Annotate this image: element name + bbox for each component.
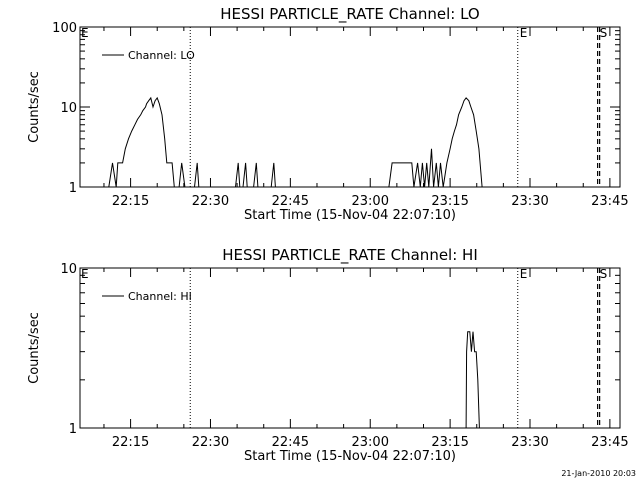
y-axis-label: Counts/sec <box>27 312 42 384</box>
y-axis-label: Counts/sec <box>27 71 42 143</box>
x-tick-label: 23:15 <box>431 194 468 209</box>
series-line <box>465 331 480 429</box>
x-tick-label: 22:15 <box>112 435 149 450</box>
x-tick-label: 23:30 <box>511 194 548 209</box>
event-label: S <box>600 267 608 281</box>
event-label: E <box>520 267 528 281</box>
x-tick-label: 23:45 <box>591 194 628 209</box>
x-tick-label: 22:45 <box>272 435 309 450</box>
x-tick-label: 23:30 <box>511 435 548 450</box>
x-tick-label: 22:30 <box>192 435 229 450</box>
event-label: E <box>520 26 528 40</box>
x-tick-label: 23:15 <box>431 435 468 450</box>
plot-frame <box>79 267 621 429</box>
plot-timestamp: 21-Jan-2010 20:03 <box>561 469 636 478</box>
chart-title: HESSI PARTICLE_RATE Channel: HI <box>222 246 478 265</box>
panel-lo: HESSI PARTICLE_RATE Channel: LO Counts/se… <box>27 5 629 223</box>
x-tick-label: 23:45 <box>591 435 628 450</box>
x-axis-label: Start Time (15-Nov-04 22:07:10) <box>244 208 456 223</box>
legend-label: Channel: LO <box>128 49 195 62</box>
x-tick-label: 23:00 <box>352 194 389 209</box>
event-label: E <box>81 267 89 281</box>
panel-hi: HESSI PARTICLE_RATE Channel: HI Counts/se… <box>27 246 629 464</box>
x-axis-label: Start Time (15-Nov-04 22:07:10) <box>244 449 456 464</box>
y-tick-label: 10 <box>60 101 77 116</box>
chart-title: HESSI PARTICLE_RATE Channel: LO <box>220 5 479 24</box>
y-tick-label: 1 <box>69 181 77 196</box>
event-label: S <box>600 26 608 40</box>
x-tick-label: 22:15 <box>112 194 149 209</box>
event-label: E <box>81 26 89 40</box>
y-tick-label: 100 <box>52 21 77 36</box>
x-tick-label: 23:00 <box>352 435 389 450</box>
legend-label: Channel: HI <box>128 290 192 303</box>
x-tick-label: 22:45 <box>272 194 309 209</box>
x-tick-label: 22:30 <box>192 194 229 209</box>
y-tick-label: 1 <box>69 422 77 437</box>
series-line <box>108 96 483 188</box>
y-tick-label: 10 <box>60 262 77 277</box>
